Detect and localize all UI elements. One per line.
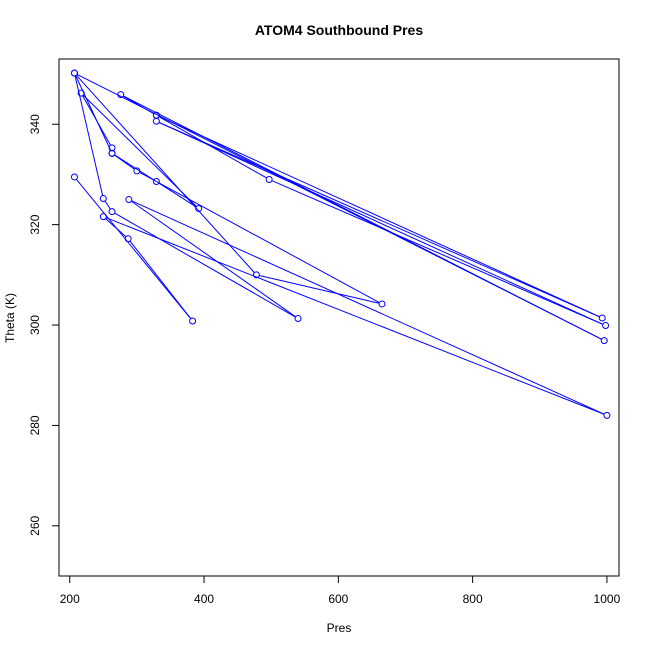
- plot-frame: [58, 58, 620, 577]
- y-tick-label-0: 260: [28, 515, 42, 535]
- y-tick-label-4: 340: [28, 114, 42, 134]
- series-0-point-17: [152, 177, 160, 185]
- series-lines: [74, 73, 605, 415]
- series-0-segment-2: [105, 218, 127, 238]
- series-0-point-10: [252, 271, 260, 279]
- series-0-point-8: [99, 195, 107, 203]
- x-tick-label-1: 400: [194, 592, 214, 606]
- series-0-segment-7: [104, 200, 111, 210]
- y-axis: 260 280 300 320 340: [28, 114, 59, 536]
- series-points: [70, 69, 611, 419]
- series-0-segment-17: [114, 154, 155, 181]
- y-tick-label-1: 280: [28, 415, 42, 435]
- x-tick-label-2: 600: [328, 592, 348, 606]
- series-0-point-25: [152, 117, 160, 125]
- series-0-segment-9: [76, 74, 255, 273]
- series-0-segment-21: [123, 95, 155, 115]
- series-0-point-1: [189, 317, 197, 325]
- x-tick-label-0: 200: [60, 592, 80, 606]
- y-axis-label: Theta (K): [3, 293, 17, 343]
- series-0-segment-6: [114, 212, 296, 318]
- series-0-segment-15: [82, 94, 197, 207]
- series-0-segment-3: [105, 217, 605, 415]
- series-0-point-4: [603, 411, 611, 419]
- series-0-point-19: [70, 69, 78, 77]
- y-tick-label-2: 300: [28, 315, 42, 335]
- series-0-point-21: [117, 91, 125, 99]
- series-0-segment-23: [271, 180, 604, 325]
- series-0-point-24: [602, 322, 610, 330]
- series-0-point-3: [99, 213, 107, 221]
- series-0-segment-0: [75, 178, 192, 320]
- series-0-point-0: [70, 173, 78, 181]
- series-0-segment-18: [75, 75, 112, 151]
- series-0-segment-8: [74, 75, 104, 196]
- series-0-segment-5: [130, 200, 296, 318]
- x-tick-label-4: 1000: [594, 592, 621, 606]
- series-0-point-5: [125, 196, 133, 204]
- chart-title: ATOM4 Southbound Pres: [255, 22, 423, 38]
- series-0-point-20: [600, 337, 608, 345]
- series-0-point-23: [265, 175, 273, 183]
- x-tick-label-3: 800: [463, 592, 483, 606]
- series-0-point-11: [378, 300, 386, 308]
- y-tick-label-3: 320: [28, 214, 42, 234]
- series-0-segment-11: [139, 171, 380, 303]
- series-0-point-26: [598, 314, 606, 322]
- series-0-point-16: [195, 205, 203, 213]
- series-0-point-12: [133, 167, 141, 175]
- series-0-point-6: [294, 315, 302, 323]
- series-0-segment-26: [158, 116, 600, 318]
- series-0-point-15: [77, 89, 85, 97]
- series-0-segment-25: [158, 121, 600, 318]
- x-axis-label: Pres: [327, 621, 352, 635]
- series-0-point-18: [108, 149, 116, 157]
- series-0-segment-4: [131, 200, 605, 415]
- series-0-segment-16: [158, 182, 197, 208]
- series-0-segment-1: [129, 240, 192, 319]
- x-axis: 200 400 600 800 1000: [60, 576, 621, 606]
- series-0-segment-24: [158, 122, 604, 325]
- series-0-point-2: [124, 235, 132, 243]
- series-0-segment-10: [259, 275, 380, 304]
- series-0-point-7: [108, 208, 116, 216]
- series-0-point-27: [152, 111, 160, 119]
